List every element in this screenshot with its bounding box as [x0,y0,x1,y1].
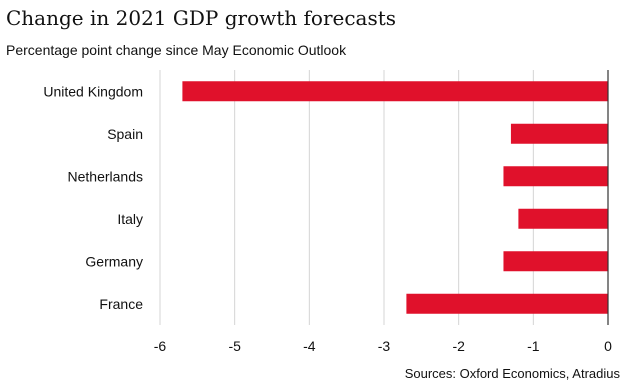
category-label: Italy [117,211,143,227]
gridlines [159,70,534,325]
bar [510,123,608,144]
x-tick-label: -3 [378,338,391,354]
category-label: Spain [107,126,143,142]
x-tick-label: -4 [303,338,316,354]
category-label: United Kingdom [43,83,143,99]
x-tick-label: -1 [527,338,540,354]
x-tick-label: -2 [452,338,465,354]
x-tick-label: -6 [154,338,167,354]
source-note: Sources: Oxford Economics, Atradius [404,366,620,381]
bar [182,81,608,102]
category-labels: United Kingdom Spain Netherlands Italy Germa… [43,83,143,312]
bar [503,251,608,272]
chart-subtitle: Percentage point change since May Econom… [6,42,347,58]
bar [518,208,608,229]
chart-title: Change in 2021 GDP growth forecasts [6,6,397,30]
bar [406,293,608,314]
bars [182,81,608,314]
category-label: France [99,296,143,312]
bar [503,166,608,187]
x-tick-label: -5 [228,338,241,354]
category-label: Netherlands [68,168,144,184]
category-label: Germany [85,253,143,269]
x-tick-labels: -6 -5 -4 -3 -2 -1 0 [154,338,612,354]
x-tick-label: 0 [604,338,612,354]
